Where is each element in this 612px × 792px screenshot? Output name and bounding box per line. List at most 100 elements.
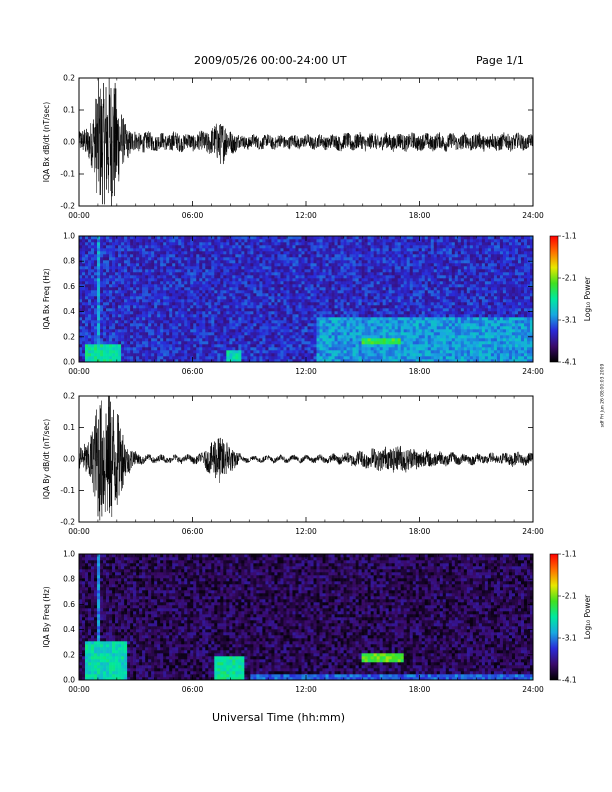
spectrogram-cell (325, 308, 329, 312)
spectrogram-cell (133, 266, 137, 270)
spectrogram-cell (349, 248, 353, 252)
spectrogram-cell (232, 278, 236, 282)
spectrogram-cell (364, 305, 368, 309)
spectrogram-cell (193, 308, 197, 312)
spectrogram-cell (397, 302, 402, 306)
spectrogram-cell (328, 353, 332, 357)
spectrogram-cell (322, 284, 326, 288)
spectrogram-cell (130, 344, 134, 348)
spectrogram-cell (376, 314, 380, 318)
spectrogram-cell (175, 311, 179, 315)
spectrogram-cell (256, 254, 260, 258)
spectrogram-cell (130, 341, 134, 345)
spectrogram-cell (265, 293, 269, 297)
spectrogram-cell (208, 347, 212, 351)
spectrogram-cell (115, 281, 119, 285)
spectrogram-cell (163, 308, 167, 312)
spectrogram-cell (208, 272, 212, 276)
spectrogram-cell (211, 311, 215, 315)
spectrogram-cell (337, 320, 341, 324)
spectrogram-cell (226, 278, 230, 282)
spectrogram-cell (259, 272, 263, 276)
spectrogram-cell (364, 290, 368, 294)
spectrogram-cell (346, 245, 350, 249)
spectrogram-cell (280, 266, 284, 270)
spectrogram-cell (286, 323, 290, 327)
spectrogram-cell (133, 323, 137, 327)
spectrogram-cell (232, 296, 236, 300)
spectrogram-cell (322, 329, 326, 333)
spectrogram-cell (172, 308, 176, 312)
spectrogram-cell (196, 302, 200, 306)
spectrogram-cell (361, 251, 365, 255)
spectrogram-cell (226, 308, 230, 312)
spectrogram-cell (103, 335, 107, 339)
spectrogram-cell (103, 260, 107, 264)
spectrogram-cell (130, 314, 134, 318)
spectrogram-cell (124, 308, 128, 312)
spectrogram-cell (178, 338, 182, 342)
spectrogram-cell (160, 299, 164, 303)
spectrogram-cell (319, 284, 323, 288)
spectrogram-cell (334, 290, 338, 294)
spectrogram-cell (313, 248, 317, 252)
spectrogram-cell (199, 284, 203, 288)
spectrogram-cell (190, 326, 194, 330)
spectrogram-cell (202, 326, 206, 330)
spectrogram-cell (103, 311, 107, 315)
spectrogram-cell (160, 341, 164, 345)
spectrogram-cell (424, 245, 429, 249)
spectrogram-cell (166, 242, 170, 246)
spectrogram-cell (142, 287, 146, 291)
spectrogram-cell (169, 356, 173, 360)
spectrogram-cell (85, 335, 89, 339)
spectrogram-cell (418, 290, 423, 294)
spectrogram-cell (283, 242, 287, 246)
spectrogram-cell (301, 335, 305, 339)
spectrogram-cell (163, 251, 167, 255)
spectrogram-cell (415, 281, 420, 285)
spectrogram-cell (232, 269, 236, 273)
spectrogram-cell (277, 314, 281, 318)
spectrogram-cell (346, 257, 350, 261)
spectrogram-cell (229, 272, 233, 276)
spectrogram-cell (325, 323, 329, 327)
spectrogram-cell (355, 323, 359, 327)
spectrogram-cell (97, 299, 101, 303)
spectrogram-cell (214, 254, 218, 258)
spectrogram-cell (292, 326, 296, 330)
spectrogram-cell (208, 254, 212, 258)
spectrogram-cell (136, 236, 140, 240)
spectrogram-cell (271, 248, 275, 252)
spectrogram-cell (247, 299, 251, 303)
spectrogram-cell (265, 236, 269, 240)
spectrogram-cell (133, 305, 137, 309)
spectrogram-cell (382, 353, 386, 357)
spectrogram-cell (253, 245, 257, 249)
spectrogram-cell (304, 338, 308, 342)
spectrogram-cell (388, 260, 392, 264)
spectrogram-cell (109, 299, 113, 303)
spectrogram-cell (376, 260, 380, 264)
spectrogram-cell (334, 284, 338, 288)
spectrogram-cell (232, 281, 236, 285)
spectrogram-cell (301, 299, 305, 303)
spectrogram-cell (151, 320, 155, 324)
spectrogram-cell (346, 287, 350, 291)
spectrogram-cell (298, 266, 302, 270)
spectrogram-cell (199, 332, 203, 336)
spectrogram-cell (184, 311, 188, 315)
spectrogram-cell (406, 338, 411, 342)
spectrogram-cell (112, 275, 116, 279)
spectrogram-cell (394, 257, 399, 261)
spectrogram-cell (91, 299, 95, 303)
spectrogram-cell (283, 275, 287, 279)
spectrogram-cell (226, 269, 230, 273)
spectrogram-cell (361, 272, 365, 276)
spectrogram-cell (424, 323, 429, 327)
spectrogram-cell (355, 260, 359, 264)
spectrogram-cell (286, 308, 290, 312)
spectrogram-cell (178, 260, 182, 264)
spectrogram-cell (166, 257, 170, 261)
spectrogram-cell (307, 356, 311, 360)
